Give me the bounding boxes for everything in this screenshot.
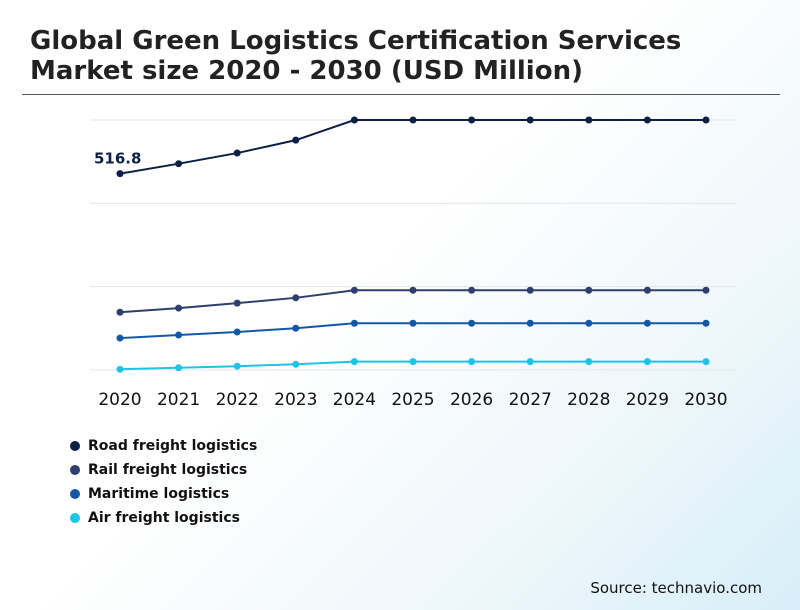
- data-point: [116, 308, 124, 316]
- data-point: [585, 319, 593, 327]
- series-lines: [116, 116, 710, 373]
- x-tick-label: 2027: [509, 390, 552, 410]
- data-point: [350, 286, 358, 294]
- legend-label: Air freight logistics: [88, 510, 240, 526]
- x-tick-label: 2021: [157, 390, 200, 410]
- data-point: [175, 160, 183, 168]
- data-point: [409, 319, 417, 327]
- data-point: [702, 358, 710, 366]
- data-point: [116, 170, 124, 178]
- data-point: [350, 116, 358, 124]
- data-point: [292, 136, 300, 144]
- legend-item: Air freight logistics: [70, 506, 257, 530]
- legend-label: Maritime logistics: [88, 486, 230, 502]
- x-tick-label: 2029: [626, 390, 669, 410]
- data-point: [468, 319, 476, 327]
- data-point: [233, 149, 241, 157]
- data-point: [585, 286, 593, 294]
- x-tick-label: 2023: [274, 390, 317, 410]
- gridlines: [90, 119, 736, 371]
- data-point: [468, 358, 476, 366]
- legend-item: Rail freight logistics: [70, 458, 257, 482]
- data-point: [643, 319, 651, 327]
- data-point: [526, 286, 534, 294]
- data-label: 516.8: [94, 150, 141, 168]
- data-point: [116, 334, 124, 342]
- data-point: [409, 358, 417, 366]
- x-tick-label: 2026: [450, 390, 493, 410]
- data-point: [702, 286, 710, 294]
- data-point: [409, 116, 417, 124]
- data-point: [585, 358, 593, 366]
- data-point: [233, 362, 241, 370]
- title-divider: [22, 94, 780, 95]
- data-point: [233, 299, 241, 307]
- data-point: [233, 328, 241, 336]
- legend-label: Road freight logistics: [88, 438, 258, 454]
- legend-marker: [70, 489, 80, 499]
- x-tick-label: 2024: [333, 390, 376, 410]
- tick-labels: 516.8 2020 2021 2022 2023 2024 2025 2026 2027 202…: [94, 150, 728, 410]
- legend-marker: [70, 441, 80, 451]
- data-point: [409, 286, 417, 294]
- data-point: [643, 116, 651, 124]
- x-tick-label: 2030: [684, 390, 727, 410]
- data-point: [292, 324, 300, 332]
- series-line: [119, 119, 706, 175]
- x-tick-label: 2022: [216, 390, 259, 410]
- legend: Road freight logistics Rail freight logis…: [70, 434, 257, 530]
- data-point: [585, 116, 593, 124]
- data-point: [292, 360, 300, 368]
- data-point: [702, 116, 710, 124]
- data-point: [643, 358, 651, 366]
- data-point: [175, 364, 183, 372]
- data-point: [468, 286, 476, 294]
- data-point: [526, 116, 534, 124]
- data-point: [350, 358, 358, 366]
- source-credit: Source: technavio.com: [590, 579, 762, 597]
- x-tick-label: 2020: [98, 390, 141, 410]
- legend-marker: [70, 513, 80, 523]
- data-point: [468, 116, 476, 124]
- legend-item: Road freight logistics: [70, 434, 257, 458]
- chart-title: Global Green Logistics Certification Ser…: [30, 26, 682, 86]
- data-point: [526, 358, 534, 366]
- data-point: [526, 319, 534, 327]
- data-point: [292, 294, 300, 302]
- x-tick-label: 2028: [567, 390, 610, 410]
- data-point: [175, 331, 183, 339]
- legend-item: Maritime logistics: [70, 482, 257, 506]
- x-tick-label: 2025: [391, 390, 434, 410]
- data-point: [643, 286, 651, 294]
- legend-marker: [70, 465, 80, 475]
- data-point: [702, 319, 710, 327]
- data-point: [175, 304, 183, 312]
- data-point: [350, 319, 358, 327]
- legend-label: Rail freight logistics: [88, 462, 248, 478]
- data-point: [116, 365, 124, 373]
